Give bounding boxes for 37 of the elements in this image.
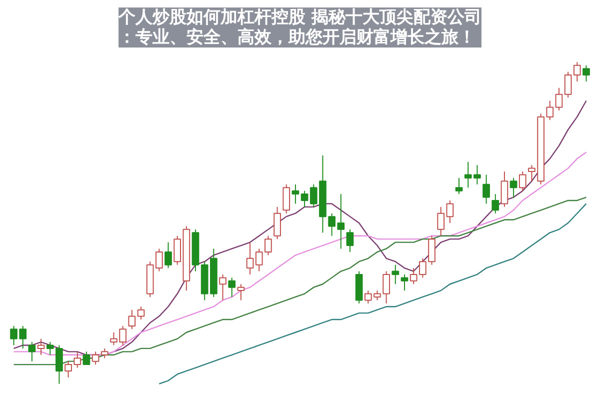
candlestick — [392, 264, 400, 285]
candlestick — [573, 62, 581, 82]
candlestick — [518, 171, 526, 192]
candlestick — [564, 71, 572, 98]
candlestick — [437, 206, 445, 236]
candlestick — [346, 228, 354, 252]
candlestick — [74, 351, 82, 368]
candlestick — [219, 274, 226, 301]
candlestick — [455, 177, 463, 195]
candlestick — [255, 248, 263, 272]
candlestick — [228, 277, 236, 298]
candlestick — [100, 348, 108, 359]
candlestick — [500, 171, 508, 208]
candlestick — [510, 177, 518, 198]
candlestick — [282, 184, 290, 214]
candlestick — [555, 87, 563, 111]
candlestick — [446, 200, 454, 224]
candlestick — [92, 351, 100, 366]
candlestick — [292, 184, 300, 204]
candlestick — [492, 194, 500, 214]
candlestick — [410, 268, 418, 285]
candlestick — [237, 284, 245, 301]
candlestick — [274, 206, 281, 240]
candlestick — [264, 235, 272, 256]
candlestick — [82, 351, 90, 366]
chart-title: 个人炒股如何加杠杆控股 揭秘十大顶尖配资公司：专业、安全、高效，助您开启财富增长之旅！ — [118, 8, 482, 48]
candlestick — [246, 242, 254, 275]
candlestick — [64, 360, 72, 378]
candlestick — [28, 342, 36, 362]
candlestick — [482, 174, 490, 204]
candlestick — [137, 306, 145, 320]
candlestick — [582, 64, 590, 82]
candlestick — [128, 309, 136, 330]
candlestick — [164, 242, 172, 269]
candlestick — [400, 274, 408, 292]
candlestick — [300, 190, 308, 208]
candlestick — [37, 338, 45, 356]
